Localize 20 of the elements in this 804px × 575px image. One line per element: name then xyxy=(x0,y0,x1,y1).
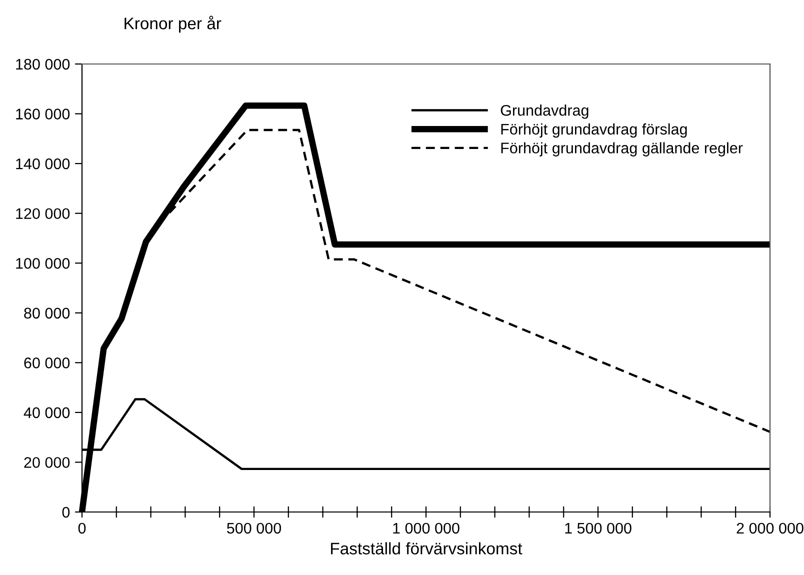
y-tick-label: 100 000 xyxy=(16,258,70,269)
x-tick-label: 1 000 000 xyxy=(393,522,460,534)
y-tick-label: 0 xyxy=(62,506,70,518)
y-axis-title: Kronor per år xyxy=(124,16,222,33)
y-tick-label: 20 000 xyxy=(24,457,70,468)
legend-label: Grundavdrag xyxy=(500,104,588,119)
y-tick-label: 40 000 xyxy=(24,407,70,418)
legend-label: Förhöjt grundavdrag gällande regler xyxy=(501,142,743,156)
y-tick-label: 140 000 xyxy=(16,158,70,170)
y-tick-label: 160 000 xyxy=(16,108,70,120)
x-tick-label: 2 000 000 xyxy=(736,522,804,534)
y-tick-label: 120 000 xyxy=(16,208,70,220)
x-tick-label: 0 xyxy=(78,522,86,534)
x-tick-label: 500 000 xyxy=(227,522,282,534)
y-tick-label: 80 000 xyxy=(24,308,70,319)
x-tick-label: 1 500 000 xyxy=(565,522,632,534)
y-tick-label: 180 000 xyxy=(16,58,70,70)
legend-label: Förhöjt grundavdrag förslag xyxy=(501,123,687,138)
y-tick-label: 60 000 xyxy=(24,358,70,368)
x-axis-title: Fastställd förvärvsinkomst xyxy=(331,542,522,554)
